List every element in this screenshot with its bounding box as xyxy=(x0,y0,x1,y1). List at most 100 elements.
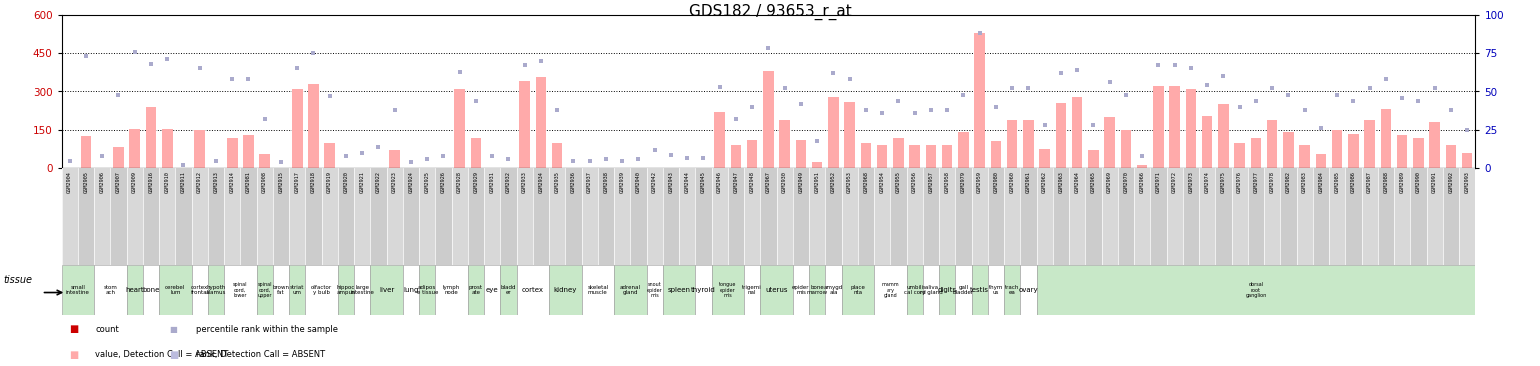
Bar xyxy=(582,168,598,265)
Text: GSM2973: GSM2973 xyxy=(1189,171,1194,193)
Bar xyxy=(841,265,875,315)
Text: GSM2922: GSM2922 xyxy=(376,171,380,193)
Bar xyxy=(325,143,336,168)
Bar xyxy=(257,265,273,315)
Text: heart: heart xyxy=(125,287,145,293)
Text: GSM2945: GSM2945 xyxy=(701,171,705,193)
Bar xyxy=(1300,145,1311,168)
Text: epider
mis: epider mis xyxy=(792,285,810,295)
Text: GSM2984: GSM2984 xyxy=(1318,171,1323,193)
Bar xyxy=(679,168,696,265)
Text: hippoc
ampus: hippoc ampus xyxy=(337,285,356,295)
Bar xyxy=(747,140,758,168)
Bar xyxy=(793,265,808,315)
Bar xyxy=(744,168,761,265)
Bar xyxy=(1089,150,1098,168)
Bar xyxy=(451,168,468,265)
Bar xyxy=(516,265,550,315)
Bar xyxy=(370,265,403,315)
Text: GSM2989: GSM2989 xyxy=(1400,171,1404,193)
Text: umbili
cal cord: umbili cal cord xyxy=(904,285,926,295)
Bar xyxy=(630,168,647,265)
Bar xyxy=(761,265,793,315)
Bar xyxy=(337,168,354,265)
Bar xyxy=(1118,168,1133,265)
Bar xyxy=(403,265,419,315)
Bar xyxy=(975,33,986,168)
Bar xyxy=(94,265,126,315)
Bar xyxy=(225,168,240,265)
Bar xyxy=(662,265,696,315)
Bar xyxy=(893,138,904,168)
Bar xyxy=(454,89,465,168)
Bar xyxy=(1312,168,1329,265)
Bar xyxy=(293,89,302,168)
Bar xyxy=(875,265,907,315)
Text: GSM2974: GSM2974 xyxy=(1204,171,1210,193)
Text: GSM2907: GSM2907 xyxy=(116,171,122,193)
Bar xyxy=(1150,168,1167,265)
Text: tongue
epider
mis: tongue epider mis xyxy=(719,282,736,298)
Bar xyxy=(875,168,890,265)
Bar xyxy=(519,81,530,168)
Bar xyxy=(111,168,126,265)
Bar xyxy=(240,168,257,265)
Text: eye: eye xyxy=(487,287,499,293)
Bar xyxy=(146,107,156,168)
Text: GSM2953: GSM2953 xyxy=(847,171,852,193)
Bar xyxy=(208,265,225,315)
Bar xyxy=(1007,120,1018,168)
Bar xyxy=(436,265,468,315)
Text: mamm
ary
gland: mamm ary gland xyxy=(881,282,899,298)
Text: count: count xyxy=(95,325,119,333)
Text: GSM2924: GSM2924 xyxy=(408,171,413,193)
Bar xyxy=(647,168,662,265)
Text: GSM2925: GSM2925 xyxy=(425,171,430,193)
Text: GSM2943: GSM2943 xyxy=(668,171,673,193)
Bar xyxy=(337,265,354,315)
Text: GSM2931: GSM2931 xyxy=(490,171,494,193)
Text: GSM2946: GSM2946 xyxy=(718,171,722,193)
Bar xyxy=(825,265,841,315)
Bar xyxy=(257,168,273,265)
Bar xyxy=(533,168,550,265)
Bar xyxy=(290,168,305,265)
Text: GSM2908: GSM2908 xyxy=(262,171,268,193)
Text: spinal
cord,
lower: spinal cord, lower xyxy=(233,282,248,298)
Text: GSM2949: GSM2949 xyxy=(798,171,804,193)
Bar xyxy=(1218,104,1229,168)
Text: place
nta: place nta xyxy=(850,285,865,295)
Bar xyxy=(598,168,614,265)
Text: GSM2960: GSM2960 xyxy=(1010,171,1015,193)
Text: GSM2935: GSM2935 xyxy=(554,171,559,193)
Text: GSM2958: GSM2958 xyxy=(944,171,950,193)
Bar xyxy=(829,97,839,168)
Text: value, Detection Call = ABSENT: value, Detection Call = ABSENT xyxy=(95,350,229,359)
Bar xyxy=(80,136,91,168)
Text: GSM2954: GSM2954 xyxy=(879,171,884,193)
Text: cortex: cortex xyxy=(522,287,544,293)
Bar xyxy=(861,143,872,168)
Bar xyxy=(808,168,825,265)
Text: GSM2934: GSM2934 xyxy=(539,171,544,193)
Bar xyxy=(500,265,516,315)
Bar xyxy=(1004,168,1021,265)
Text: GSM2959: GSM2959 xyxy=(978,171,983,193)
Bar xyxy=(436,168,451,265)
Bar xyxy=(551,143,562,168)
Text: GSM2971: GSM2971 xyxy=(1157,171,1161,193)
Bar xyxy=(1121,130,1132,168)
Bar xyxy=(225,265,257,315)
Bar xyxy=(990,141,1001,168)
Text: large
intestine: large intestine xyxy=(350,285,374,295)
Bar xyxy=(126,168,143,265)
Bar xyxy=(290,265,305,315)
Bar xyxy=(796,140,807,168)
Bar xyxy=(1264,168,1280,265)
Bar xyxy=(1072,97,1083,168)
Bar xyxy=(226,138,237,168)
Bar xyxy=(1329,168,1346,265)
Text: small
intestine: small intestine xyxy=(66,285,89,295)
Text: adipos
e tissue: adipos e tissue xyxy=(416,285,437,295)
Text: bladd
er: bladd er xyxy=(500,285,516,295)
